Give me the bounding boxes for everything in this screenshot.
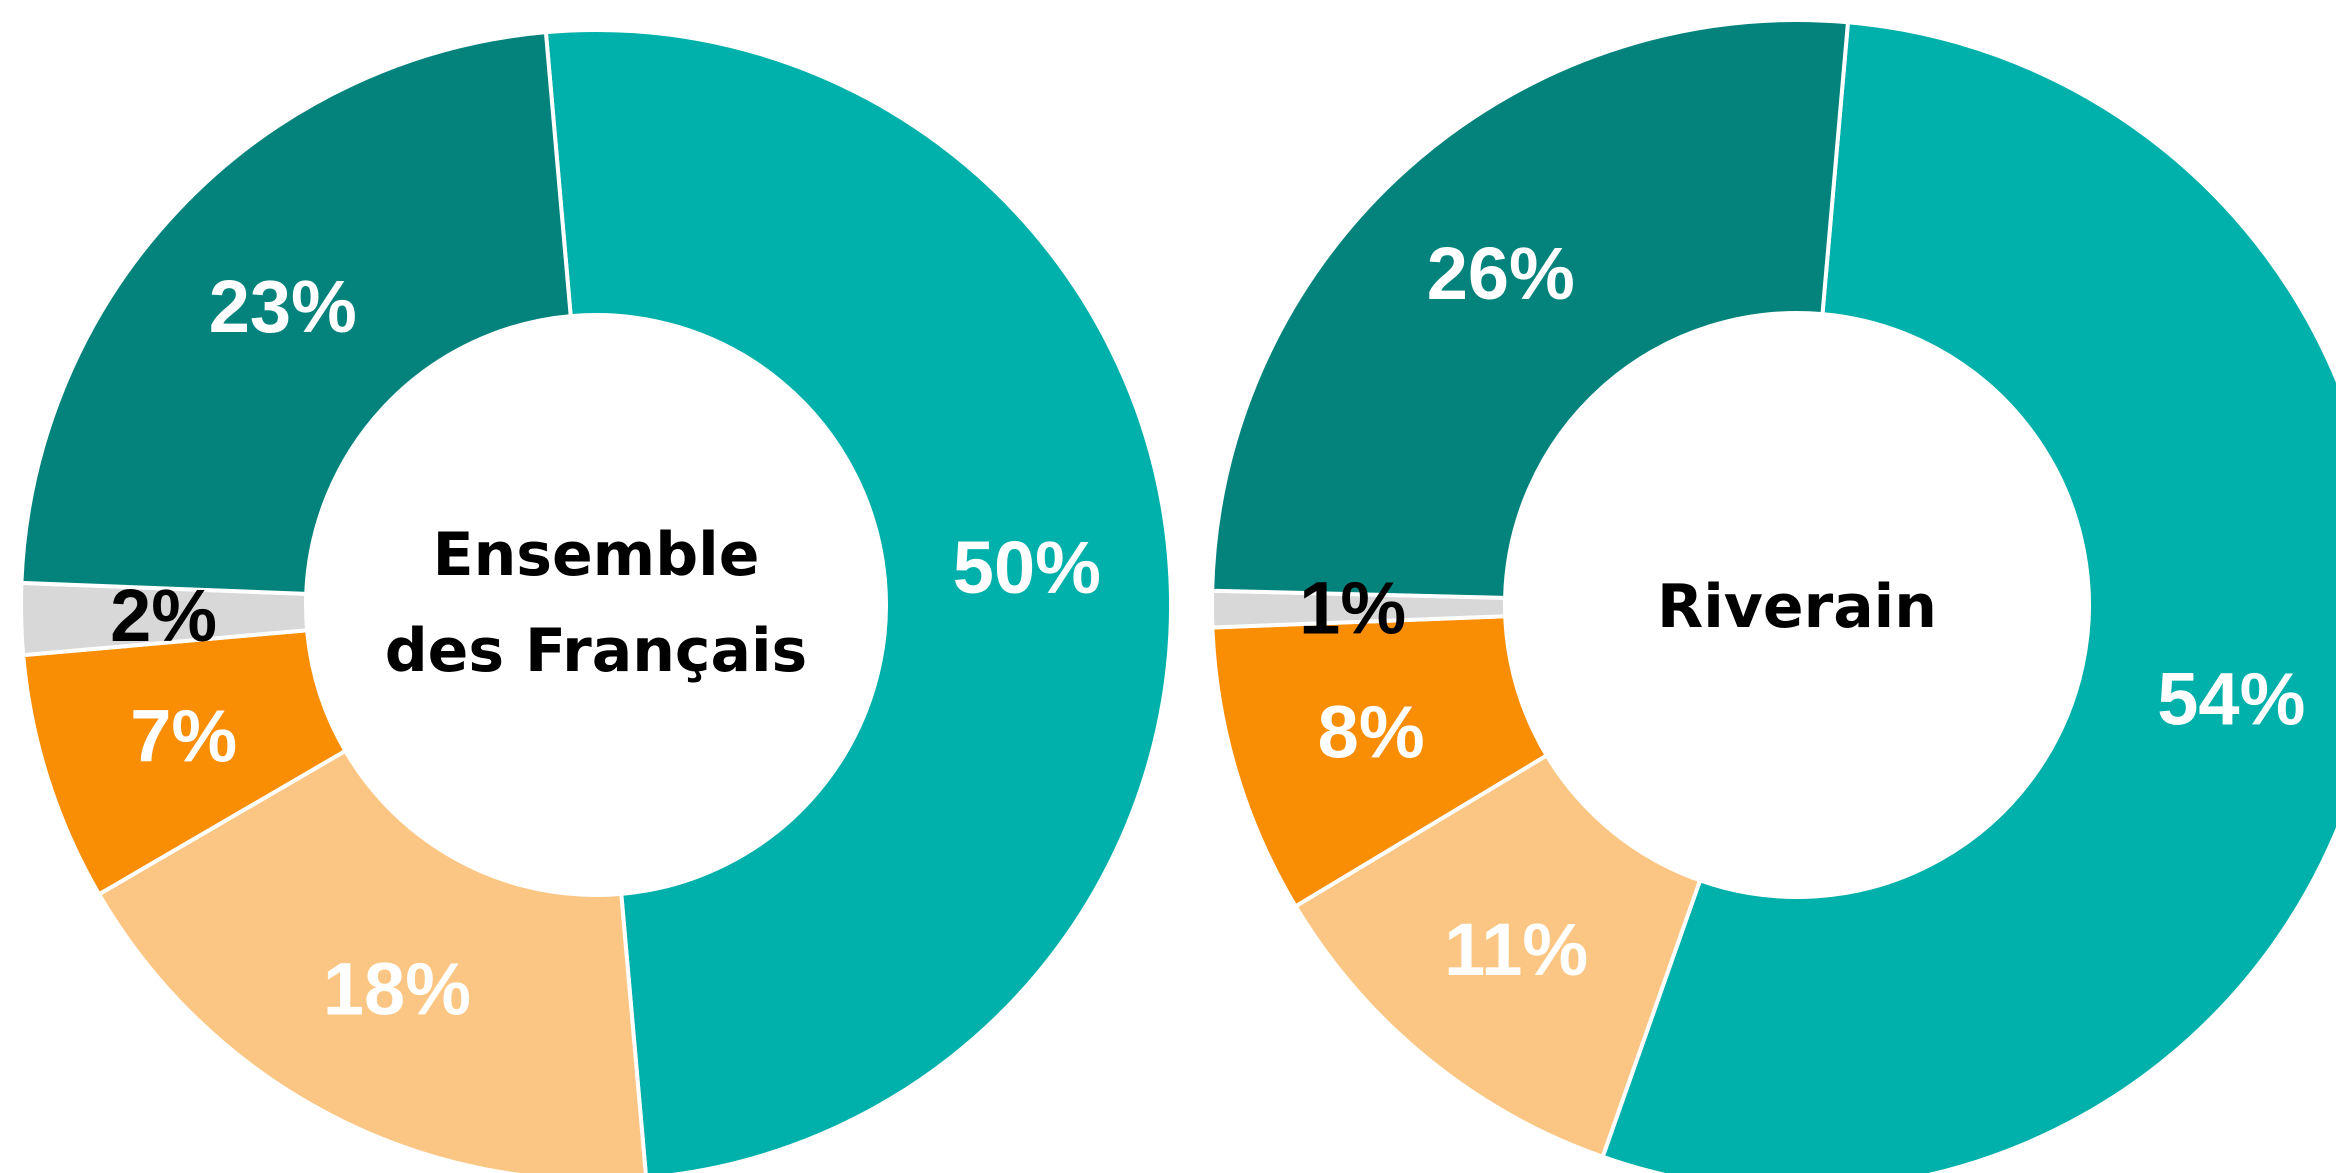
slice-18pct [96, 748, 648, 1173]
center-label: Ensemble [433, 520, 760, 590]
slice-11pct [1292, 752, 1703, 1160]
slices [19, 30, 1171, 1173]
slice-26pct [1210, 18, 1851, 600]
slice-label: 18% [323, 947, 471, 1030]
center-label: des Français [385, 616, 808, 686]
slice-label: 1% [1299, 567, 1406, 650]
slice-label: 23% [209, 265, 357, 348]
slices [1210, 18, 2336, 1173]
center-label: Riverain [1657, 572, 1937, 642]
slice-label: 2% [110, 574, 217, 657]
donut-chart-riverain: 54% 11% 8% 1% 26% Riverain [1210, 18, 2336, 1173]
slice-label: 7% [130, 694, 237, 777]
slice-label: 26% [1427, 232, 1575, 315]
slice-label: 54% [2157, 657, 2305, 740]
slice-label: 8% [1318, 690, 1425, 773]
slice-labels: 50% 18% 7% 2% 23% [110, 265, 1101, 1030]
slice-23pct [19, 30, 573, 596]
slice-labels: 54% 11% 8% 1% 26% [1299, 232, 2305, 991]
slice-50pct [546, 30, 1171, 1173]
slice-label: 11% [1444, 908, 1588, 991]
donut-chart-ensemble: 50% 18% 7% 2% 23% Ensemble des Français [19, 30, 1171, 1173]
slice-label: 50% [953, 526, 1101, 609]
slice-54pct [1600, 20, 2336, 1173]
